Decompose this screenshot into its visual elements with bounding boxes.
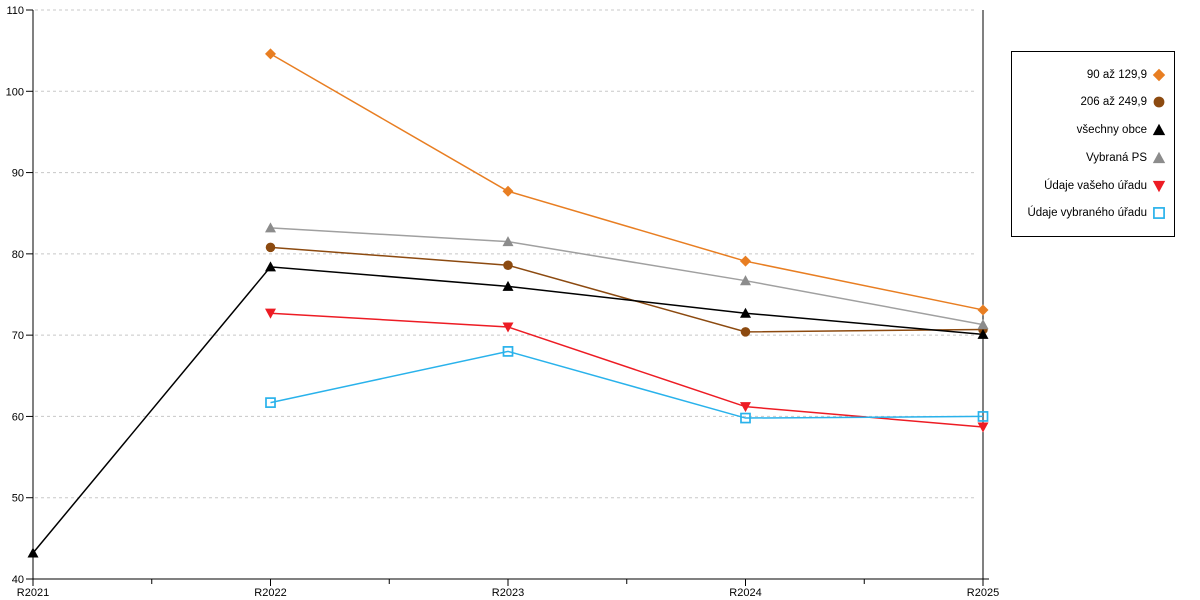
triangle-up-glyph (1152, 123, 1166, 136)
series-4 (265, 308, 989, 433)
diamond-icon (1152, 68, 1166, 81)
series-line (270, 227, 984, 326)
data-point (265, 242, 276, 253)
triangle-down-glyph (1152, 180, 1166, 192)
legend-label: 206 až 249,9 (1080, 96, 1147, 109)
data-point (740, 402, 751, 413)
circle-icon (1153, 97, 1165, 108)
series-line (270, 246, 984, 333)
series-line (270, 53, 984, 311)
data-point (740, 275, 751, 286)
legend-item-0: 90 až 129,9 (1020, 68, 1166, 82)
data-point (265, 397, 276, 408)
series-3 (265, 222, 989, 330)
y-tick-label: 80 (12, 249, 24, 261)
square-open-glyph (1153, 207, 1165, 220)
data-point (977, 328, 989, 339)
data-point (265, 48, 276, 60)
data-point (977, 411, 989, 422)
data-point (502, 346, 514, 357)
legend-label: Údaje vašeho úřadu (1044, 179, 1147, 192)
data-point (502, 322, 514, 333)
square-open-icon (1153, 207, 1165, 220)
y-tick-label: 50 (12, 493, 24, 505)
series-2 (27, 261, 989, 558)
series-line (32, 266, 984, 554)
data-point (502, 185, 514, 197)
y-tick-label: 70 (12, 330, 24, 342)
data-point (502, 236, 514, 247)
data-point (27, 547, 39, 558)
legend-label: všechny obce (1076, 124, 1147, 137)
circle-glyph (1153, 97, 1165, 108)
legend-label: Vybraná PS (1086, 151, 1147, 164)
data-point (740, 412, 751, 424)
y-tick-label: 60 (12, 411, 24, 423)
triangle-up-icon (1152, 123, 1166, 136)
data-point (977, 304, 989, 316)
y-tick-label: 110 (6, 5, 24, 17)
legend-item-4: Údaje vašeho úřadu (1020, 179, 1166, 193)
x-tick-label: R2021 (17, 587, 49, 599)
data-point (977, 319, 989, 330)
series-line (270, 350, 984, 419)
legend-item-5: Údaje vybraného úřadu (1020, 206, 1166, 220)
legend-item-3: Vybraná PS (1020, 151, 1166, 165)
data-point (265, 222, 276, 233)
series-1 (265, 242, 988, 337)
triangle-up-icon (1152, 151, 1166, 163)
x-tick-label: R2024 (729, 587, 761, 599)
data-point (265, 261, 276, 272)
data-point (740, 255, 751, 267)
legend-label: Údaje vybraného úřadu (1027, 207, 1147, 220)
legend-item-2: všechny obce (1020, 123, 1166, 137)
data-point (977, 422, 989, 433)
triangle-down-icon (1152, 180, 1166, 192)
series-0 (265, 48, 989, 316)
data-point (740, 327, 751, 337)
series-5 (265, 346, 989, 424)
data-point (740, 307, 751, 318)
data-point (502, 280, 514, 291)
legend-label: 90 až 129,9 (1086, 68, 1147, 81)
y-tick-label: 100 (6, 86, 24, 98)
y-tick-label: 90 (12, 168, 24, 180)
x-tick-label: R2025 (967, 587, 999, 599)
y-tick-label: 40 (12, 574, 24, 586)
x-tick-label: R2022 (254, 587, 286, 599)
triangle-up-glyph (1152, 151, 1166, 163)
data-point (265, 308, 276, 319)
x-tick-label: R2023 (492, 587, 524, 599)
diamond-glyph (1152, 68, 1166, 81)
legend-item-1: 206 až 249,9 (1020, 95, 1166, 109)
data-point (503, 260, 513, 271)
legend: 90 až 129,9 206 až 249,9 všechny obce Vybra… (1011, 51, 1175, 237)
